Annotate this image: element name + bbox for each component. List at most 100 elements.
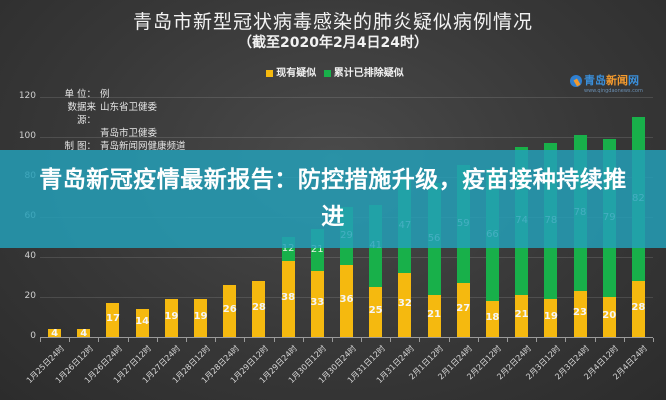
data-label-current: 18 [485, 312, 500, 323]
bar-segment-current [135, 309, 149, 337]
x-axis-label: 1月30日12时 [287, 343, 329, 386]
x-tick [244, 338, 246, 342]
bar-segment-current [485, 301, 499, 337]
bar-segment-current [281, 261, 295, 337]
logo-icon [570, 75, 582, 87]
data-label-current: 4 [51, 328, 59, 339]
legend: 现有疑似 累计已排除疑似 [0, 64, 666, 79]
x-tick [536, 338, 538, 342]
data-label-current: 20 [602, 310, 617, 321]
data-label-current: 4 [80, 328, 88, 339]
stacked-bar: 4 [48, 328, 62, 339]
bar-segment-current [106, 303, 120, 337]
bar-segment-current [602, 297, 616, 337]
legend-label-excluded: 累计已排除疑似 [333, 68, 404, 79]
stacked-bar: 14 [135, 309, 149, 337]
bar-segment-current [164, 299, 178, 337]
source-value-1: 山东省卫健委 [100, 102, 158, 113]
x-axis [40, 337, 653, 338]
data-label-current: 21 [427, 309, 442, 320]
stacked-bar: 38 12 [281, 237, 295, 337]
bar-segment-current [252, 281, 266, 337]
x-tick [594, 338, 596, 342]
x-tick [127, 338, 129, 342]
x-axis-label: 2月4日24时 [611, 343, 650, 382]
data-label-current: 27 [456, 303, 471, 314]
data-label-current: 38 [281, 292, 296, 303]
x-tick [565, 338, 567, 342]
x-tick [507, 338, 509, 342]
unit-label: 单 位： [64, 89, 96, 100]
x-tick [419, 338, 421, 342]
data-label-current: 23 [573, 307, 587, 318]
x-tick [653, 338, 654, 342]
bar-segment-current [631, 281, 645, 337]
legend-label-current-suspected: 现有疑似 [276, 68, 317, 79]
data-label-current: 19 [193, 311, 208, 322]
chart-title: 青岛市新型冠状病毒感染的肺炎疑似病例情况 [132, 11, 533, 33]
bar-segment-current [194, 299, 208, 337]
data-label-current: 32 [397, 298, 412, 309]
stacked-bar: 17 [106, 303, 120, 337]
data-label-current: 14 [135, 316, 150, 327]
data-label-current: 26 [222, 304, 237, 315]
bar-segment-current [456, 283, 470, 337]
data-label-excluded: 21 [310, 244, 324, 255]
bar-segment-current [77, 329, 91, 337]
bar-segment-current [544, 299, 558, 337]
data-label-current: 28 [631, 302, 646, 313]
bar-segment-current [223, 285, 237, 337]
x-tick [331, 338, 333, 342]
stacked-bar: 28 [252, 281, 266, 337]
y-tick-label: 0 [30, 331, 36, 341]
x-tick [273, 338, 275, 342]
bar-segment-current [427, 295, 441, 337]
source-value-2: 青岛市卫健委 [100, 128, 158, 139]
y-tick-label: 120 [18, 91, 36, 101]
data-label-current: 19 [164, 311, 179, 322]
x-tick [448, 338, 450, 342]
x-tick [156, 338, 158, 342]
bar-segment-current [310, 271, 324, 337]
x-tick [623, 338, 625, 342]
data-label-current: 36 [339, 294, 354, 305]
data-label-current: 25 [368, 305, 383, 316]
stacked-bar: 4 [77, 328, 91, 339]
stacked-bar: 19 [194, 299, 208, 337]
bar-segment-current [515, 295, 529, 337]
x-tick [69, 338, 71, 342]
data-label-excluded: 12 [281, 243, 295, 254]
legend-swatch-excluded [323, 69, 331, 77]
unit-value: 例 [100, 89, 110, 100]
x-tick [302, 338, 304, 342]
bar-segment-current [48, 329, 62, 337]
maker-label: 制 图： [64, 141, 96, 152]
headline-text: 青岛新冠疫情最新报告：防控措施升级，疫苗接种持续推进 [39, 167, 627, 230]
x-tick [361, 338, 363, 342]
data-label-current: 28 [251, 302, 266, 313]
x-tick [390, 338, 392, 342]
x-tick [215, 338, 217, 342]
stacked-bar: 26 [223, 285, 237, 337]
y-tick-label: 100 [18, 131, 36, 141]
gridline [40, 97, 653, 98]
data-label-current: 19 [543, 311, 558, 322]
x-tick [98, 338, 100, 342]
bar-segment-current [573, 291, 587, 337]
x-tick [40, 338, 41, 342]
x-tick [185, 338, 187, 342]
data-label-current: 33 [310, 297, 325, 308]
x-tick [477, 338, 479, 342]
y-tick-label: 40 [24, 251, 36, 261]
legend-swatch-current-suspected [266, 69, 274, 77]
maker-value: 青岛新闻网健康频道 [100, 141, 186, 152]
data-label-current: 21 [514, 309, 529, 320]
stacked-bar: 19 [164, 299, 178, 337]
bar-segment-current [398, 273, 412, 337]
site-logo: 青岛新闻网 www.qingdaonews.com [570, 72, 643, 94]
bar-segment-current [369, 287, 383, 337]
chart-subtitle: （截至2020年2月4日24时） [238, 35, 428, 51]
bar-segment-current [340, 265, 353, 337]
gridline [40, 137, 653, 138]
source-label: 数据来源： [67, 102, 96, 126]
